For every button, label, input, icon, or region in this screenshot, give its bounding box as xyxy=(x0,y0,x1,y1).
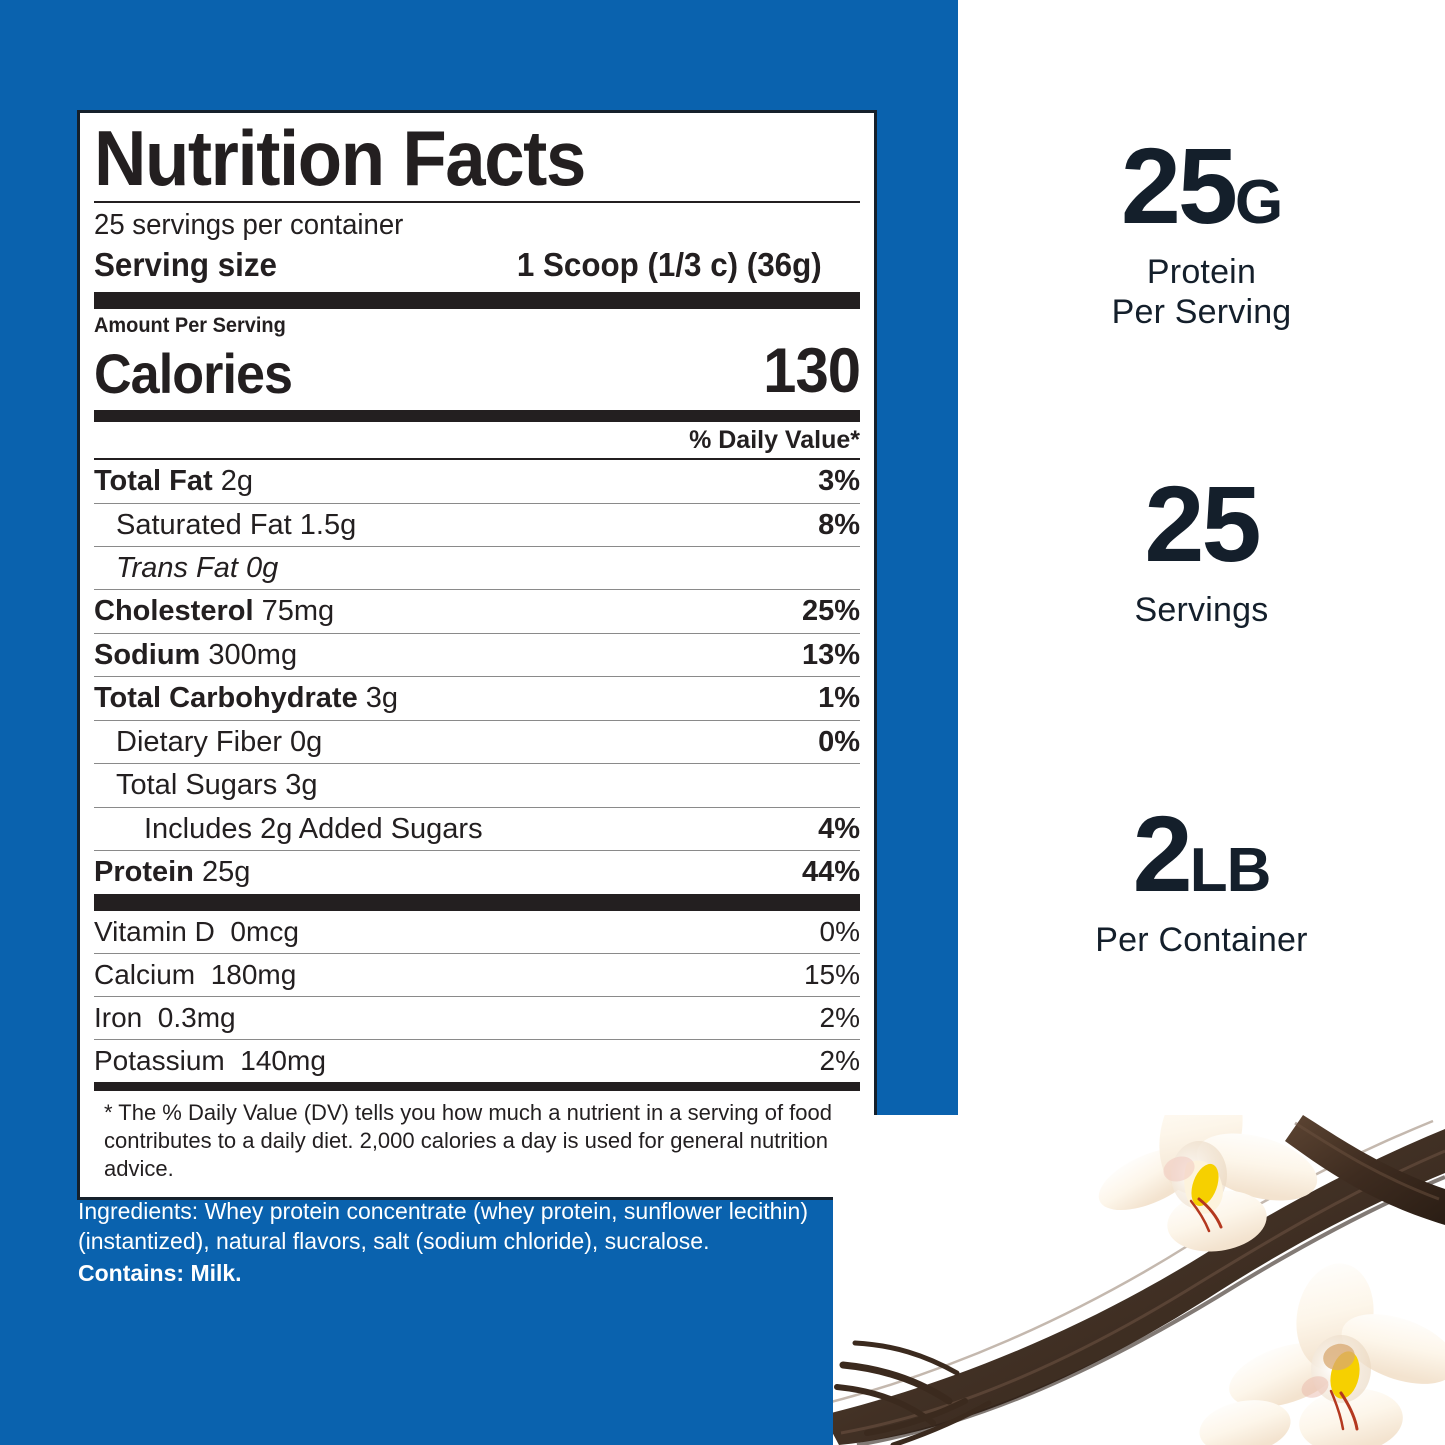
nutrient-daily-value: 3% xyxy=(818,465,860,498)
nutrient-name: Sodium 300mg xyxy=(94,638,298,671)
vitamin-name: Calcium 180mg xyxy=(94,958,297,990)
servings-per-container: 25 servings per container xyxy=(94,208,404,241)
nutrient-daily-value: 13% xyxy=(801,638,860,671)
nutrient-amount: 0g xyxy=(282,725,323,758)
allergen-contains-statement: Contains: Milk. xyxy=(78,1260,242,1286)
nutrient-amount: 75mg xyxy=(253,595,335,628)
nutrient-row: Sodium 300mg 13% xyxy=(94,634,860,676)
nutrition-facts-title: Nutrition Facts xyxy=(94,114,586,202)
calories-label: Calories xyxy=(94,342,293,406)
highlight-value: 2LB xyxy=(1132,793,1272,914)
vitamin-row-divider xyxy=(94,952,860,954)
serving-size-value: 1 Scoop (1/3 c) (36g) xyxy=(516,245,822,283)
amount-per-serving-label: Amount Per Serving xyxy=(94,313,286,337)
nutrient-row: Cholesterol 75mg 25% xyxy=(94,590,860,632)
nutrient-amount: 3g xyxy=(277,769,318,802)
vitamin-daily-value: 2% xyxy=(819,1044,860,1076)
highlight-value: 25G xyxy=(1120,125,1283,246)
highlight-unit: LB xyxy=(1189,836,1272,905)
nutrient-row: Protein 25g 44% xyxy=(94,851,860,893)
vitamin-row: Vitamin D 0mcg 0% xyxy=(94,911,860,953)
highlight-unit: G xyxy=(1234,168,1283,237)
nutrient-daily-value: 25% xyxy=(801,595,860,628)
nutrient-amount: 1.5g xyxy=(291,508,357,541)
nutrient-name: Cholesterol 75mg xyxy=(94,595,335,628)
vitamin-daily-value: 0% xyxy=(819,915,860,947)
highlight-value: 25 xyxy=(1144,463,1261,584)
footnote-separator-bar xyxy=(94,1081,860,1091)
vanilla-photo xyxy=(833,1115,1445,1445)
highlight-caption-line2: Per Serving xyxy=(1111,293,1292,332)
nutrient-row-divider xyxy=(94,850,860,852)
nutrient-daily-value: 8% xyxy=(818,508,860,541)
vitamin-name: Potassium 140mg xyxy=(94,1044,326,1076)
nutrient-daily-value: 4% xyxy=(818,812,860,845)
nutrient-amount: 25g xyxy=(193,856,251,889)
nutrient-row-divider xyxy=(94,719,860,721)
nutrient-amount: 0g xyxy=(237,551,279,584)
vitamin-row-divider xyxy=(94,1038,860,1040)
nutrient-amount: 2g xyxy=(212,465,254,498)
vanilla-beans-illustration xyxy=(833,1115,1445,1445)
nutrient-row-divider xyxy=(94,545,860,547)
nutrient-daily-value: 1% xyxy=(818,682,860,715)
nutrient-row: Trans Fat 0g xyxy=(94,547,860,589)
header-separator-bar xyxy=(94,291,860,309)
nutrient-amount: 3g xyxy=(357,682,399,715)
calories-separator-bar xyxy=(94,410,860,423)
serving-size-row: Serving size 1 Scoop (1/3 c) (36g) xyxy=(94,244,822,292)
vitamin-rows-container: Vitamin D 0mcg 0% Calcium 180mg 15% Iron 0.3… xyxy=(94,911,860,1082)
nutrient-name: Total Fat 2g xyxy=(94,465,254,498)
highlight-block: 25 Servings xyxy=(958,470,1445,630)
nutrient-amount: 300mg xyxy=(200,638,298,671)
nutrient-row: Dietary Fiber 0g 0% xyxy=(94,721,860,763)
highlights-panel: 25G Protein Per Serving 25 Servings 2LB Per Co… xyxy=(833,0,1445,1445)
vitamin-daily-value: 15% xyxy=(803,958,860,990)
nutrient-name: Trans Fat 0g xyxy=(116,551,279,584)
nutrient-name: Saturated Fat 1.5g xyxy=(116,508,357,541)
nutrient-row-divider xyxy=(94,502,860,504)
nutrient-row: Total Sugars 3g xyxy=(94,764,860,806)
highlight-block: 2LB Per Container xyxy=(958,800,1445,960)
highlight-block: 25G Protein Per Serving xyxy=(958,132,1445,332)
ingredients-text: Ingredients: Whey protein concentrate (w… xyxy=(78,1198,808,1255)
nutrient-row: Includes 2g Added Sugars 4% xyxy=(94,808,860,850)
serving-size-label: Serving size xyxy=(94,245,277,283)
nutrient-name: Dietary Fiber 0g xyxy=(116,725,323,758)
vitamin-row-divider xyxy=(94,995,860,997)
nutrient-row-divider xyxy=(94,632,860,634)
highlight-caption: Per Container xyxy=(1095,921,1308,959)
title-divider xyxy=(94,200,860,203)
daily-value-divider xyxy=(94,458,860,461)
nutrition-facts-panel: Nutrition Facts 25 servings per containe… xyxy=(77,110,877,1201)
highlight-caption: Servings xyxy=(1134,591,1269,629)
nutrient-row: Total Fat 2g 3% xyxy=(94,460,860,502)
vitamin-row: Calcium 180mg 15% xyxy=(94,954,860,996)
nutrient-name: Includes 2g Added Sugars xyxy=(144,812,483,845)
vitamins-separator-bar xyxy=(94,893,860,911)
daily-value-footnote: * The % Daily Value (DV) tells you how m… xyxy=(104,1099,832,1182)
nutrient-name: Total Sugars 3g xyxy=(116,769,318,802)
vitamin-row: Potassium 140mg 2% xyxy=(94,1040,860,1082)
nutrient-row-divider xyxy=(94,589,860,591)
nutrient-row-divider xyxy=(94,763,860,765)
nutrient-daily-value: 44% xyxy=(801,856,860,889)
nutrient-row-divider xyxy=(94,806,860,808)
nutrient-name: Protein 25g xyxy=(94,856,251,889)
nutrient-row-divider xyxy=(94,676,860,678)
nutrient-rows-container: Total Fat 2g 3% Saturated Fat 1.5g 8% Trans … xyxy=(94,460,860,894)
nutrient-daily-value: 0% xyxy=(818,725,860,758)
highlight-caption: Protein Per Serving xyxy=(1111,253,1292,332)
vitamin-row: Iron 0.3mg 2% xyxy=(94,997,860,1039)
vitamin-name: Vitamin D 0mcg xyxy=(94,915,299,947)
vitamin-name: Iron 0.3mg xyxy=(94,1001,236,1033)
daily-value-header: % Daily Value* xyxy=(689,426,860,455)
nutrient-row: Saturated Fat 1.5g 8% xyxy=(94,504,860,546)
vitamin-daily-value: 2% xyxy=(819,1001,860,1033)
calories-row: Calories 130 xyxy=(94,335,861,410)
nutrient-row: Total Carbohydrate 3g 1% xyxy=(94,677,860,719)
nutrient-name: Total Carbohydrate 3g xyxy=(94,682,399,715)
calories-value: 130 xyxy=(762,335,861,406)
